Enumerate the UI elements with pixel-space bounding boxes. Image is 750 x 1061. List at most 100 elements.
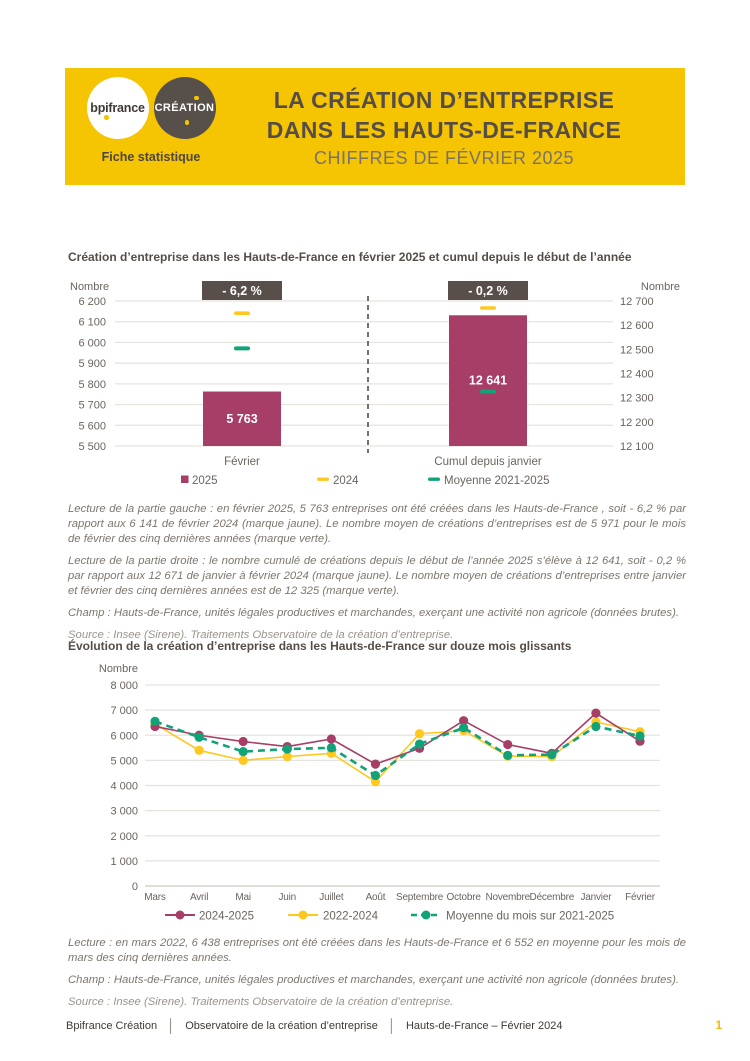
legend-label: Moyenne du mois sur 2021-2025 <box>446 911 614 923</box>
category-label: Février <box>224 456 260 468</box>
creation-logo-text: CRÉATION <box>154 102 215 114</box>
right-tick-label: 12 500 <box>620 344 654 356</box>
right-tick-label: 12 300 <box>620 393 654 405</box>
variation-badge <box>448 281 528 300</box>
chart1-title: Création d’entreprise dans les Hauts-de-… <box>68 250 632 264</box>
month-label: Février <box>625 892 656 903</box>
y-tick-label: 2 000 <box>110 831 138 843</box>
line-chart-canvas: Nombre 8 000 7 000 6 000 5 000 4 000 3 000 2 00… <box>68 658 682 934</box>
data-point <box>591 708 601 718</box>
data-point <box>326 734 336 744</box>
chart2-title: Évolution de la création d’entreprise da… <box>68 639 572 653</box>
bpifrance-logo: bpifrance <box>86 77 149 139</box>
series-line-2024-2025 <box>154 712 641 766</box>
footer-region: Hauts-de-France – Février 2024 <box>405 1020 563 1032</box>
legend-label: 2022-2024 <box>323 911 379 923</box>
footer: Bpifrance Création │ Observatoire de la … <box>66 1016 722 1036</box>
legend-label: 2025 <box>192 475 218 487</box>
data-point <box>635 731 645 741</box>
right-tick-label: 12 100 <box>620 441 654 453</box>
bar-2025 <box>203 391 281 446</box>
legend-label: Moyenne 2021-2025 <box>444 475 550 487</box>
legend-label: 2024 <box>333 475 359 487</box>
month-label: Janvier <box>580 892 612 903</box>
left-tick-label: 6 200 <box>78 296 106 308</box>
line-chart: Nombre 8 000 7 000 6 000 5 000 4 000 3 000 2 00… <box>99 663 660 923</box>
mark-2024 <box>234 311 250 316</box>
data-point <box>282 744 292 754</box>
right-tick-label: 12 700 <box>620 296 654 308</box>
legend-swatch-dash <box>317 477 329 481</box>
source-paragraph-2: Source : Insee (Sirene). Traitements Obs… <box>68 996 454 1009</box>
lecture-paragraph: Lecture : en mars 2022, 6 438 entreprise… <box>68 937 686 965</box>
left-tick-label: 5 900 <box>78 358 106 370</box>
legend-swatch-square <box>181 475 189 483</box>
creation-logo: CRÉATION <box>153 77 216 139</box>
y-tick-label: 4 000 <box>110 781 138 793</box>
bpifrance-logo-dot-icon <box>104 115 109 120</box>
y-tick-label: 8 000 <box>110 680 138 692</box>
y-tick-label: 6 000 <box>110 730 138 742</box>
month-label: Septembre <box>396 892 444 903</box>
footer-brand: Bpifrance Création <box>66 1020 158 1032</box>
page-title-line1: LA CRÉATION D’ENTREPRISE <box>273 86 615 113</box>
category-label: Cumul depuis janvier <box>434 456 542 468</box>
creation-logo-dot2-icon <box>184 120 189 125</box>
legend-label: 2024-2025 <box>199 911 254 923</box>
left-tick-label: 5 700 <box>78 400 106 412</box>
bar-chart-canvas: 6 200 6 100 6 000 5 900 5 800 5 700 5 600 5 500… <box>68 276 682 506</box>
month-label: Juillet <box>319 892 344 903</box>
header-titles: LA CRÉATION D’ENTREPRISE DANS LES HAUTS-… <box>237 68 685 185</box>
data-point <box>370 770 381 781</box>
lecture-droite-paragraph: Lecture de la partie droite : le nombre … <box>68 555 686 598</box>
month-label: Juin <box>278 892 296 903</box>
header-logos: bpifrance CRÉATION Fiche statistique <box>65 68 237 185</box>
data-point <box>459 723 469 733</box>
month-label: Avril <box>190 892 208 903</box>
y-tick-label: 0 <box>132 881 138 893</box>
header-banner: bpifrance CRÉATION Fiche statistique LA … <box>65 68 685 185</box>
y-tick-label: 3 000 <box>110 806 138 818</box>
month-label: Mai <box>235 892 251 903</box>
champ-paragraph-2: Champ : Hauts-de-France, unités légales … <box>68 974 679 987</box>
right-axis-title: Nombre <box>641 281 680 293</box>
data-point <box>414 739 425 749</box>
bpifrance-logo-text: bpifrance <box>90 101 145 115</box>
footer-separator: │ <box>167 1017 176 1033</box>
left-tick-label: 6 100 <box>78 317 106 329</box>
y-axis-title: Nombre <box>99 663 138 675</box>
data-point <box>547 749 557 760</box>
data-point <box>370 759 381 769</box>
left-tick-label: 5 800 <box>78 379 106 391</box>
variation-badge-label: - 6,2 % <box>222 284 262 298</box>
left-tick-label: 6 000 <box>78 337 106 349</box>
bar-2025 <box>449 315 527 446</box>
data-point <box>503 750 513 760</box>
variation-badge-label: - 0,2 % <box>468 284 508 298</box>
month-label: Décembre <box>530 892 575 903</box>
page-title-line2: DANS LES HAUTS-DE-FRANCE <box>266 116 622 143</box>
footer-separator-2: │ <box>387 1017 396 1033</box>
bar-chart: 6 200 6 100 6 000 5 900 5 800 5 700 5 600 5 500… <box>70 281 680 487</box>
right-tick-label: 12 200 <box>620 417 654 429</box>
data-point <box>150 716 160 726</box>
left-tick-label: 5 600 <box>78 420 106 432</box>
lecture-block-1: Lecture de la partie gauche : en février… <box>68 502 686 643</box>
logo-row: bpifrance CRÉATION <box>86 77 216 139</box>
creation-logo-dot-icon <box>194 95 199 101</box>
page-number: 1 <box>715 1020 722 1032</box>
lecture-gauche-paragraph: Lecture de la partie gauche : en février… <box>68 503 686 546</box>
data-point <box>238 755 248 765</box>
left-axis-title: Nombre <box>70 281 109 293</box>
legend-dot <box>298 910 308 920</box>
data-point <box>591 721 601 732</box>
month-label: Août <box>366 892 386 903</box>
source-paragraph: Source : Insee (Sirene). Traitements Obs… <box>68 629 454 642</box>
legend-dot <box>175 910 185 920</box>
month-label: Mars <box>144 892 166 903</box>
y-tick-label: 1 000 <box>110 856 138 868</box>
data-point <box>326 743 336 753</box>
lecture-block-2: Lecture : en mars 2022, 6 438 entreprise… <box>68 936 686 1010</box>
mark-moyenne <box>480 389 496 394</box>
